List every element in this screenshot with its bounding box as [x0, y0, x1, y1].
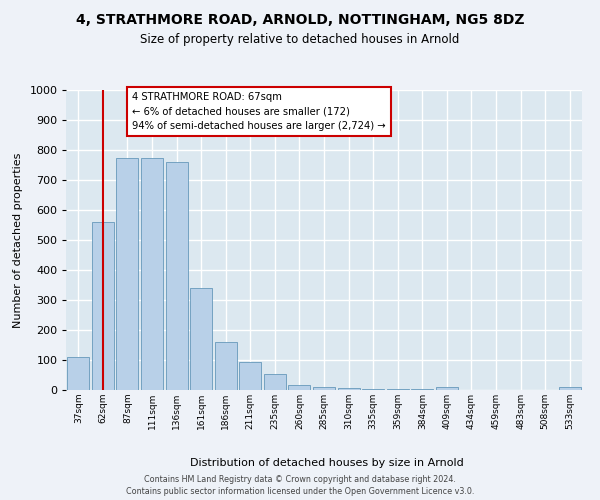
Bar [559, 387, 581, 390]
Text: 4 STRATHMORE ROAD: 67sqm
← 6% of detached houses are smaller (172)
94% of semi-d: 4 STRATHMORE ROAD: 67sqm ← 6% of detache… [133, 92, 386, 131]
Bar [141, 158, 163, 390]
Bar [338, 388, 359, 390]
Bar [289, 385, 310, 390]
Text: Size of property relative to detached houses in Arnold: Size of property relative to detached ho… [140, 32, 460, 46]
Bar [362, 388, 384, 390]
Bar [215, 342, 237, 390]
Bar [239, 362, 262, 390]
Y-axis label: Number of detached properties: Number of detached properties [13, 152, 23, 328]
Text: Distribution of detached houses by size in Arnold: Distribution of detached houses by size … [190, 458, 464, 468]
Bar [67, 357, 89, 390]
Bar [116, 158, 139, 390]
Bar [166, 162, 188, 390]
Bar [411, 388, 433, 390]
Bar [92, 222, 114, 390]
Bar [386, 388, 409, 390]
Bar [264, 374, 286, 390]
Bar [190, 288, 212, 390]
Text: Contains HM Land Registry data © Crown copyright and database right 2024.: Contains HM Land Registry data © Crown c… [144, 476, 456, 484]
Bar [436, 387, 458, 390]
Bar [313, 387, 335, 390]
Text: 4, STRATHMORE ROAD, ARNOLD, NOTTINGHAM, NG5 8DZ: 4, STRATHMORE ROAD, ARNOLD, NOTTINGHAM, … [76, 12, 524, 26]
Text: Contains public sector information licensed under the Open Government Licence v3: Contains public sector information licen… [126, 486, 474, 496]
